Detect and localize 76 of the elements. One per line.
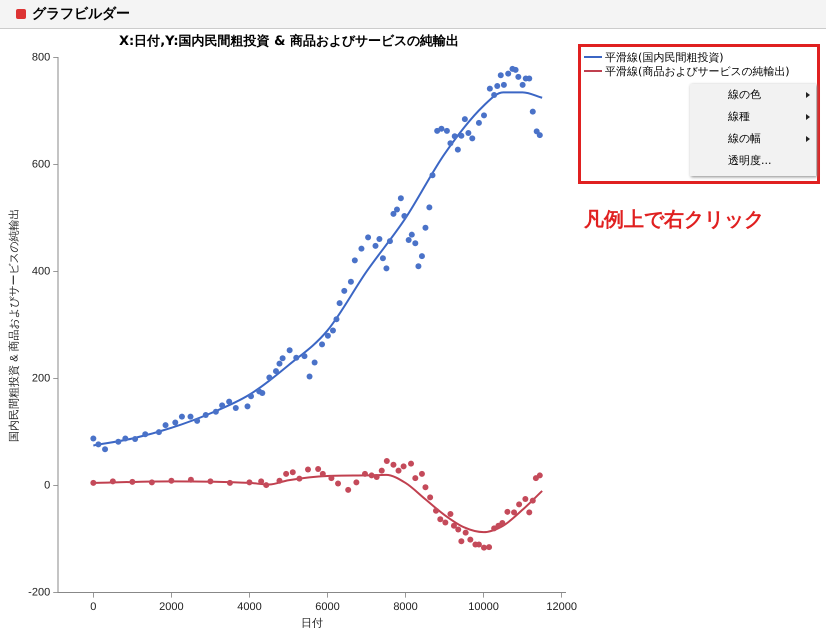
y-tick-label: 0 (44, 480, 50, 492)
point (374, 474, 380, 480)
point (384, 458, 390, 464)
x-tick-label: 6000 (315, 601, 340, 614)
point (168, 478, 174, 484)
context-menu: 線の色 線種 線の幅 透明度... (690, 84, 816, 176)
point (276, 478, 282, 484)
x-tick-label: 12000 (546, 601, 577, 614)
point (486, 544, 492, 550)
y-tick-label: 600 (32, 158, 50, 171)
point (412, 475, 418, 482)
point (480, 544, 487, 551)
x-tick-label: 4000 (237, 601, 262, 614)
x-axis-title: 日付 (300, 617, 323, 630)
point (390, 462, 396, 468)
y-tick-label: -200 (28, 586, 50, 599)
point (353, 479, 360, 486)
legend-label: 平滑線(商品およびサービスの純輸出) (605, 64, 790, 78)
point (536, 472, 543, 478)
point (129, 478, 136, 485)
point (207, 478, 214, 484)
point (491, 525, 498, 532)
point (263, 482, 270, 488)
point (467, 536, 474, 543)
point (304, 466, 311, 473)
point (90, 480, 96, 486)
point (148, 479, 155, 486)
point (283, 470, 290, 477)
x-tick-label: 2000 (159, 601, 184, 614)
point (458, 538, 464, 544)
point (362, 470, 368, 477)
point (504, 508, 510, 515)
point (226, 480, 233, 486)
point (442, 520, 448, 526)
point (526, 509, 532, 516)
point (368, 472, 375, 478)
legend-label: 平滑線(国内民間粗投資) (605, 50, 724, 64)
chart-title: X:日付,Y:国内民間粗投資 & 商品およびサービスの純輸出 (118, 33, 460, 50)
y-tick-label: 400 (32, 266, 50, 278)
y-tick-label: 200 (32, 372, 50, 385)
point (335, 480, 342, 486)
point (378, 468, 385, 474)
point (427, 494, 434, 500)
point (290, 469, 296, 476)
point (522, 496, 528, 502)
point (499, 520, 506, 526)
x-tick-label: 10000 (468, 601, 499, 614)
point (345, 486, 352, 493)
point (462, 530, 469, 536)
text: グラフビルダー (32, 5, 130, 24)
x-tick-label: 8000 (393, 601, 418, 614)
point (530, 498, 536, 504)
point (320, 470, 326, 477)
y-axis-title: 国内民間粗投資 & 商品およびサービスの純輸出 (8, 208, 21, 442)
point (450, 522, 457, 529)
point (296, 476, 302, 482)
y-tick-label: 800 (32, 52, 50, 64)
point (315, 466, 322, 472)
point (516, 501, 522, 508)
point (408, 460, 414, 467)
point (511, 509, 518, 516)
point (396, 468, 402, 474)
point (447, 510, 454, 517)
point (418, 470, 425, 477)
point (258, 478, 264, 484)
x-tick-label: 0 (90, 601, 96, 614)
point (246, 479, 252, 486)
point (110, 478, 116, 484)
point (328, 475, 334, 482)
point (455, 526, 462, 532)
point (400, 463, 407, 470)
point (432, 508, 439, 514)
point (437, 516, 444, 522)
point (188, 476, 194, 483)
point (422, 484, 428, 490)
text: 凡例上で右クリック (584, 206, 764, 233)
